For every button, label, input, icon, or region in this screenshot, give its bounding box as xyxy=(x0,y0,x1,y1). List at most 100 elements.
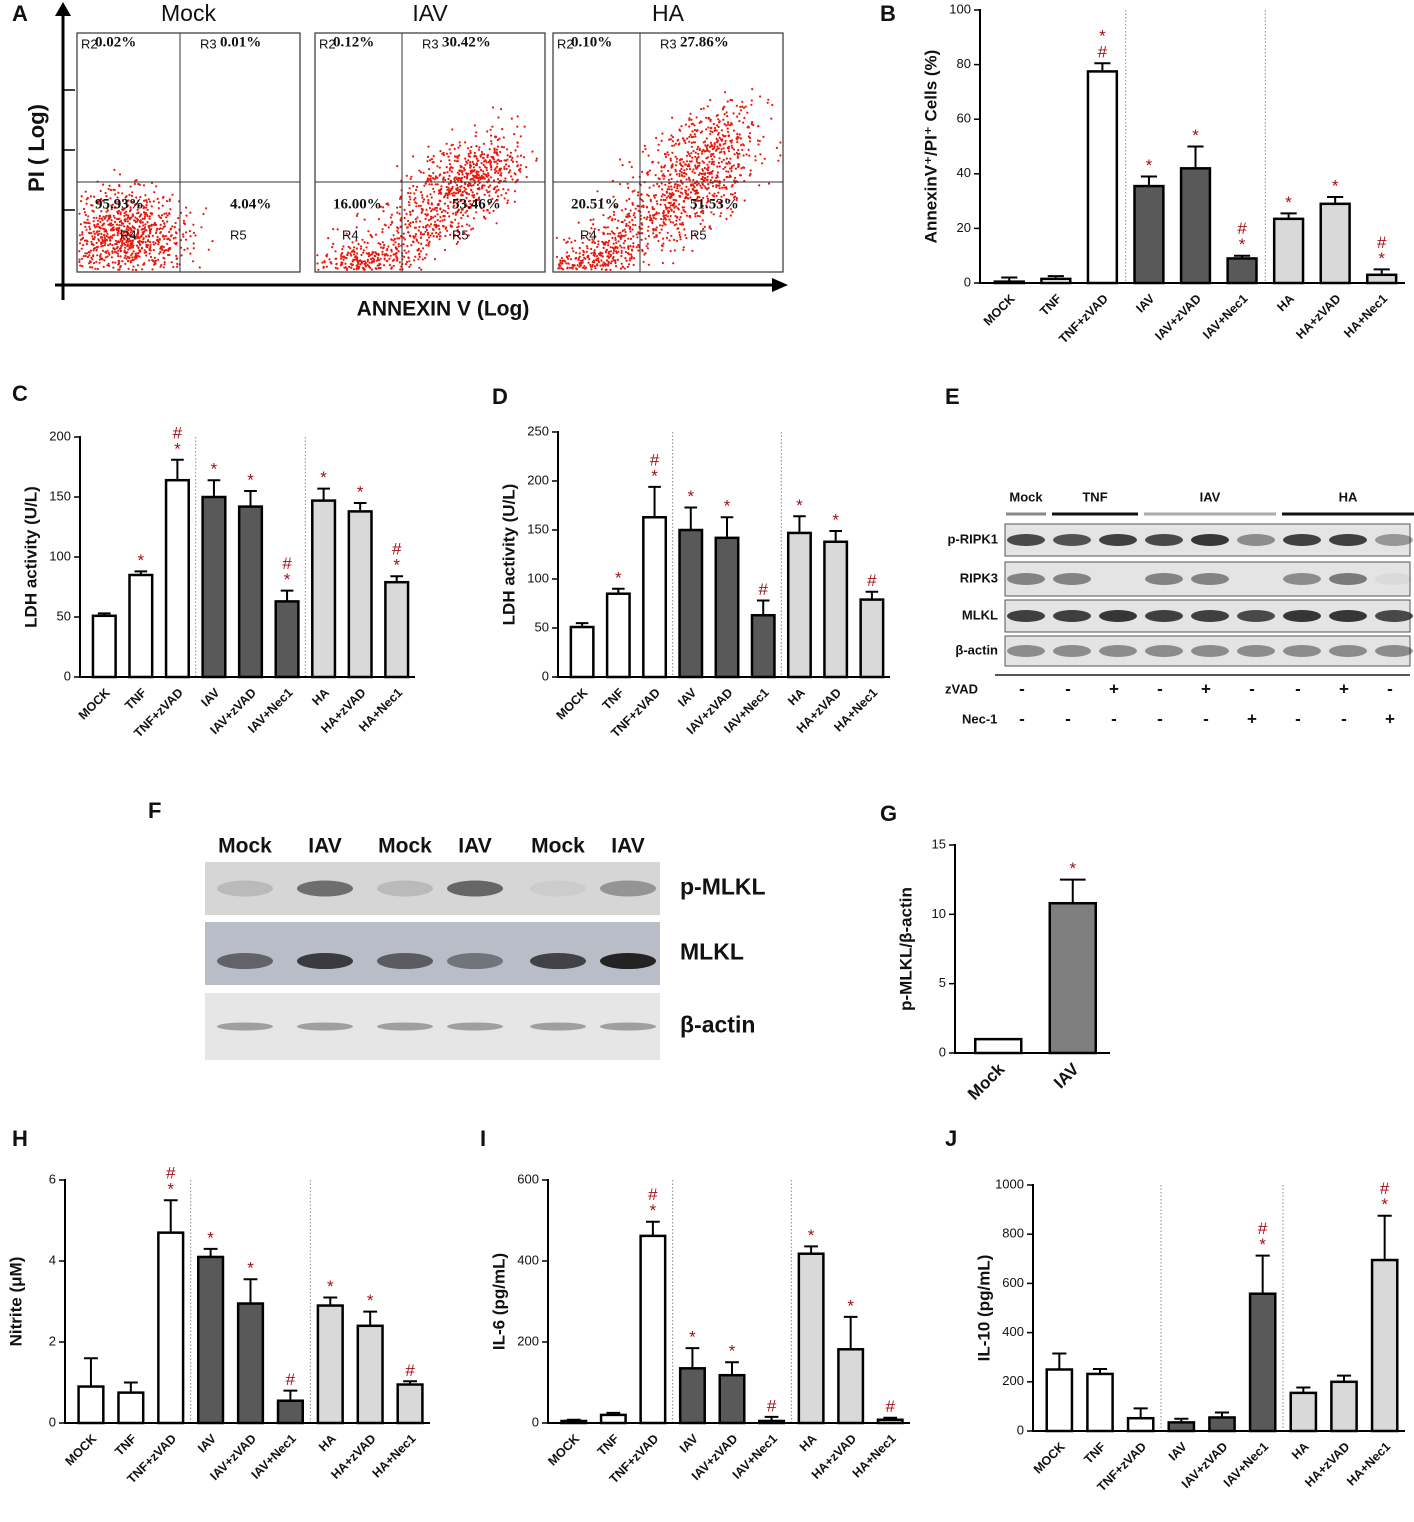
flow-event xyxy=(127,237,131,240)
flow-event xyxy=(393,258,396,261)
flow-event xyxy=(488,201,491,205)
flow-event xyxy=(730,123,734,126)
bar xyxy=(974,1037,1023,1055)
flow-event xyxy=(127,228,130,232)
flow-event xyxy=(669,138,673,141)
flow-event xyxy=(82,255,85,258)
flow-event xyxy=(89,266,92,269)
flow-event xyxy=(696,197,699,200)
flow-event xyxy=(96,233,99,236)
flow-event xyxy=(490,168,493,171)
flow-event xyxy=(675,160,678,163)
flow-event xyxy=(148,232,152,235)
flow-event xyxy=(432,161,435,164)
flow-event xyxy=(591,238,594,241)
flow-event xyxy=(134,179,137,182)
bar xyxy=(1126,1416,1155,1433)
bar xyxy=(1289,1391,1318,1433)
y-tick-label: 50 xyxy=(535,619,549,634)
flow-event xyxy=(593,249,596,252)
flow-event xyxy=(160,214,164,217)
flow-event xyxy=(560,256,564,260)
flow-event xyxy=(716,165,719,168)
flow-event xyxy=(370,268,373,271)
flow-event xyxy=(118,217,121,220)
flow-event xyxy=(679,235,682,239)
flow-event xyxy=(754,155,757,158)
flow-event xyxy=(152,240,155,244)
flow-event xyxy=(117,203,120,206)
flow-event xyxy=(723,186,726,189)
flow-event xyxy=(112,228,116,231)
blot-band xyxy=(447,953,503,970)
flow-event xyxy=(632,263,635,267)
flow-event xyxy=(161,204,164,207)
flow-event xyxy=(385,259,388,263)
flow-event xyxy=(687,188,690,191)
flow-event xyxy=(706,201,709,204)
flow-event xyxy=(131,191,134,194)
flow-event xyxy=(446,171,449,174)
flow-event xyxy=(670,166,673,169)
flow-event xyxy=(652,184,655,187)
flow-event xyxy=(706,169,710,172)
flow-event xyxy=(707,186,710,190)
flow-event xyxy=(674,189,678,192)
error-bar xyxy=(829,529,842,542)
flow-event xyxy=(692,179,695,182)
flow-event xyxy=(150,212,154,215)
flow-event xyxy=(116,217,119,221)
flow-event xyxy=(759,153,762,156)
significance-mark: * xyxy=(651,466,658,485)
lane-label: IAV xyxy=(458,835,491,858)
flow-event xyxy=(641,200,645,203)
flow-event xyxy=(642,205,645,209)
flow-event xyxy=(357,267,360,270)
flow-event xyxy=(92,254,95,257)
flow-event xyxy=(661,224,664,227)
flow-event xyxy=(705,157,708,160)
flow-event xyxy=(729,157,732,160)
flow-event xyxy=(625,224,628,227)
flow-event xyxy=(395,252,398,255)
flow-event xyxy=(336,267,339,270)
flow-event xyxy=(155,185,158,188)
region-label: R5 xyxy=(230,227,247,242)
flow-event xyxy=(748,154,751,157)
flow-event xyxy=(486,191,489,194)
flow-event xyxy=(144,213,147,216)
flow-event xyxy=(698,164,701,167)
flow-event xyxy=(93,238,96,241)
flow-event xyxy=(116,252,120,255)
flow-event xyxy=(683,228,686,231)
flow-event xyxy=(660,195,663,198)
flow-event xyxy=(82,236,85,239)
flow-event xyxy=(142,184,146,187)
flow-event xyxy=(513,190,517,193)
flow-event xyxy=(180,254,183,257)
flow-event xyxy=(684,189,688,192)
flow-event xyxy=(146,240,149,243)
y-axis-label: p-MLKL/β-actin xyxy=(896,887,915,1011)
x-tick-label: HA+Nec1 xyxy=(370,1432,419,1481)
flow-event xyxy=(433,190,436,193)
flow-event xyxy=(408,204,411,207)
flow-event xyxy=(693,207,696,210)
flow-event xyxy=(398,212,401,215)
flow-event xyxy=(434,225,437,228)
flow-event xyxy=(693,232,697,235)
flow-event xyxy=(352,268,355,271)
flow-event xyxy=(133,219,136,222)
flow-event xyxy=(615,250,618,253)
panel-label: D xyxy=(492,384,508,409)
error-bar xyxy=(756,599,770,616)
treatment-label: zVAD xyxy=(945,681,978,696)
flow-event xyxy=(445,152,449,155)
flow-event xyxy=(612,252,615,255)
flow-event xyxy=(134,257,137,260)
flow-event xyxy=(414,255,417,258)
flow-event xyxy=(636,236,639,239)
flow-event xyxy=(640,238,643,241)
flow-event xyxy=(703,166,707,170)
flow-event xyxy=(721,108,725,111)
